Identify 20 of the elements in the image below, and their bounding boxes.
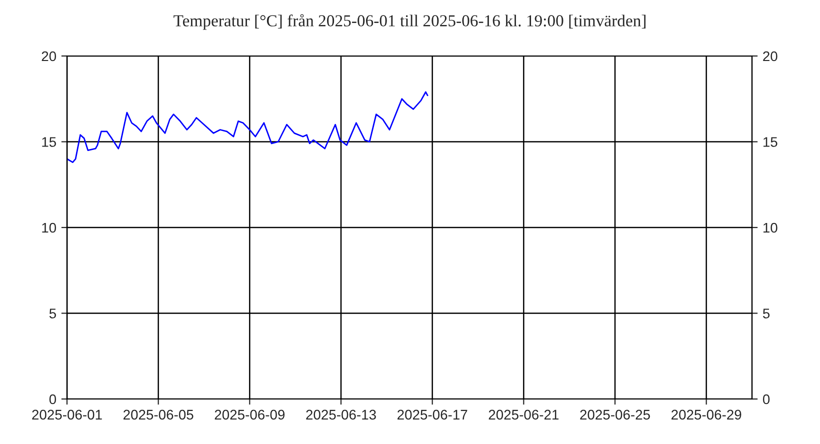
x-tick-label: 2025-06-17 bbox=[398, 410, 468, 420]
line-series bbox=[67, 91, 428, 164]
x-tick-label: 2025-06-29 bbox=[672, 410, 742, 420]
y2-tick-label: 10 bbox=[763, 222, 778, 233]
y2-tick-label: 15 bbox=[763, 137, 778, 147]
y-tick-label: 5 bbox=[49, 308, 56, 318]
x-tick-label: 2025-06-09 bbox=[214, 410, 285, 420]
x-tick-label: 2025-06-21 bbox=[488, 410, 559, 420]
y-tick-label: 20 bbox=[42, 51, 56, 62]
y2-tick-label: 20 bbox=[763, 51, 778, 62]
y2-tick-label: 0 bbox=[762, 394, 770, 404]
x-tick-label: 2025-06-05 bbox=[124, 410, 194, 420]
x-tick-label: 2025-06-25 bbox=[580, 410, 650, 420]
y2-tick-label: 5 bbox=[762, 308, 770, 318]
x-tick-label: 2025-06-13 bbox=[306, 410, 376, 420]
x-tick-label: 2025-06-01 bbox=[32, 410, 102, 420]
y-tick-label: 10 bbox=[42, 222, 56, 233]
chart-title: Temperatur [°C] från 2025-06-01 till 2025-06-16 kl. 19:00 [timvärden] bbox=[174, 14, 646, 30]
y-tick-label: 15 bbox=[42, 137, 56, 147]
y-tick-label: 0 bbox=[49, 394, 56, 404]
